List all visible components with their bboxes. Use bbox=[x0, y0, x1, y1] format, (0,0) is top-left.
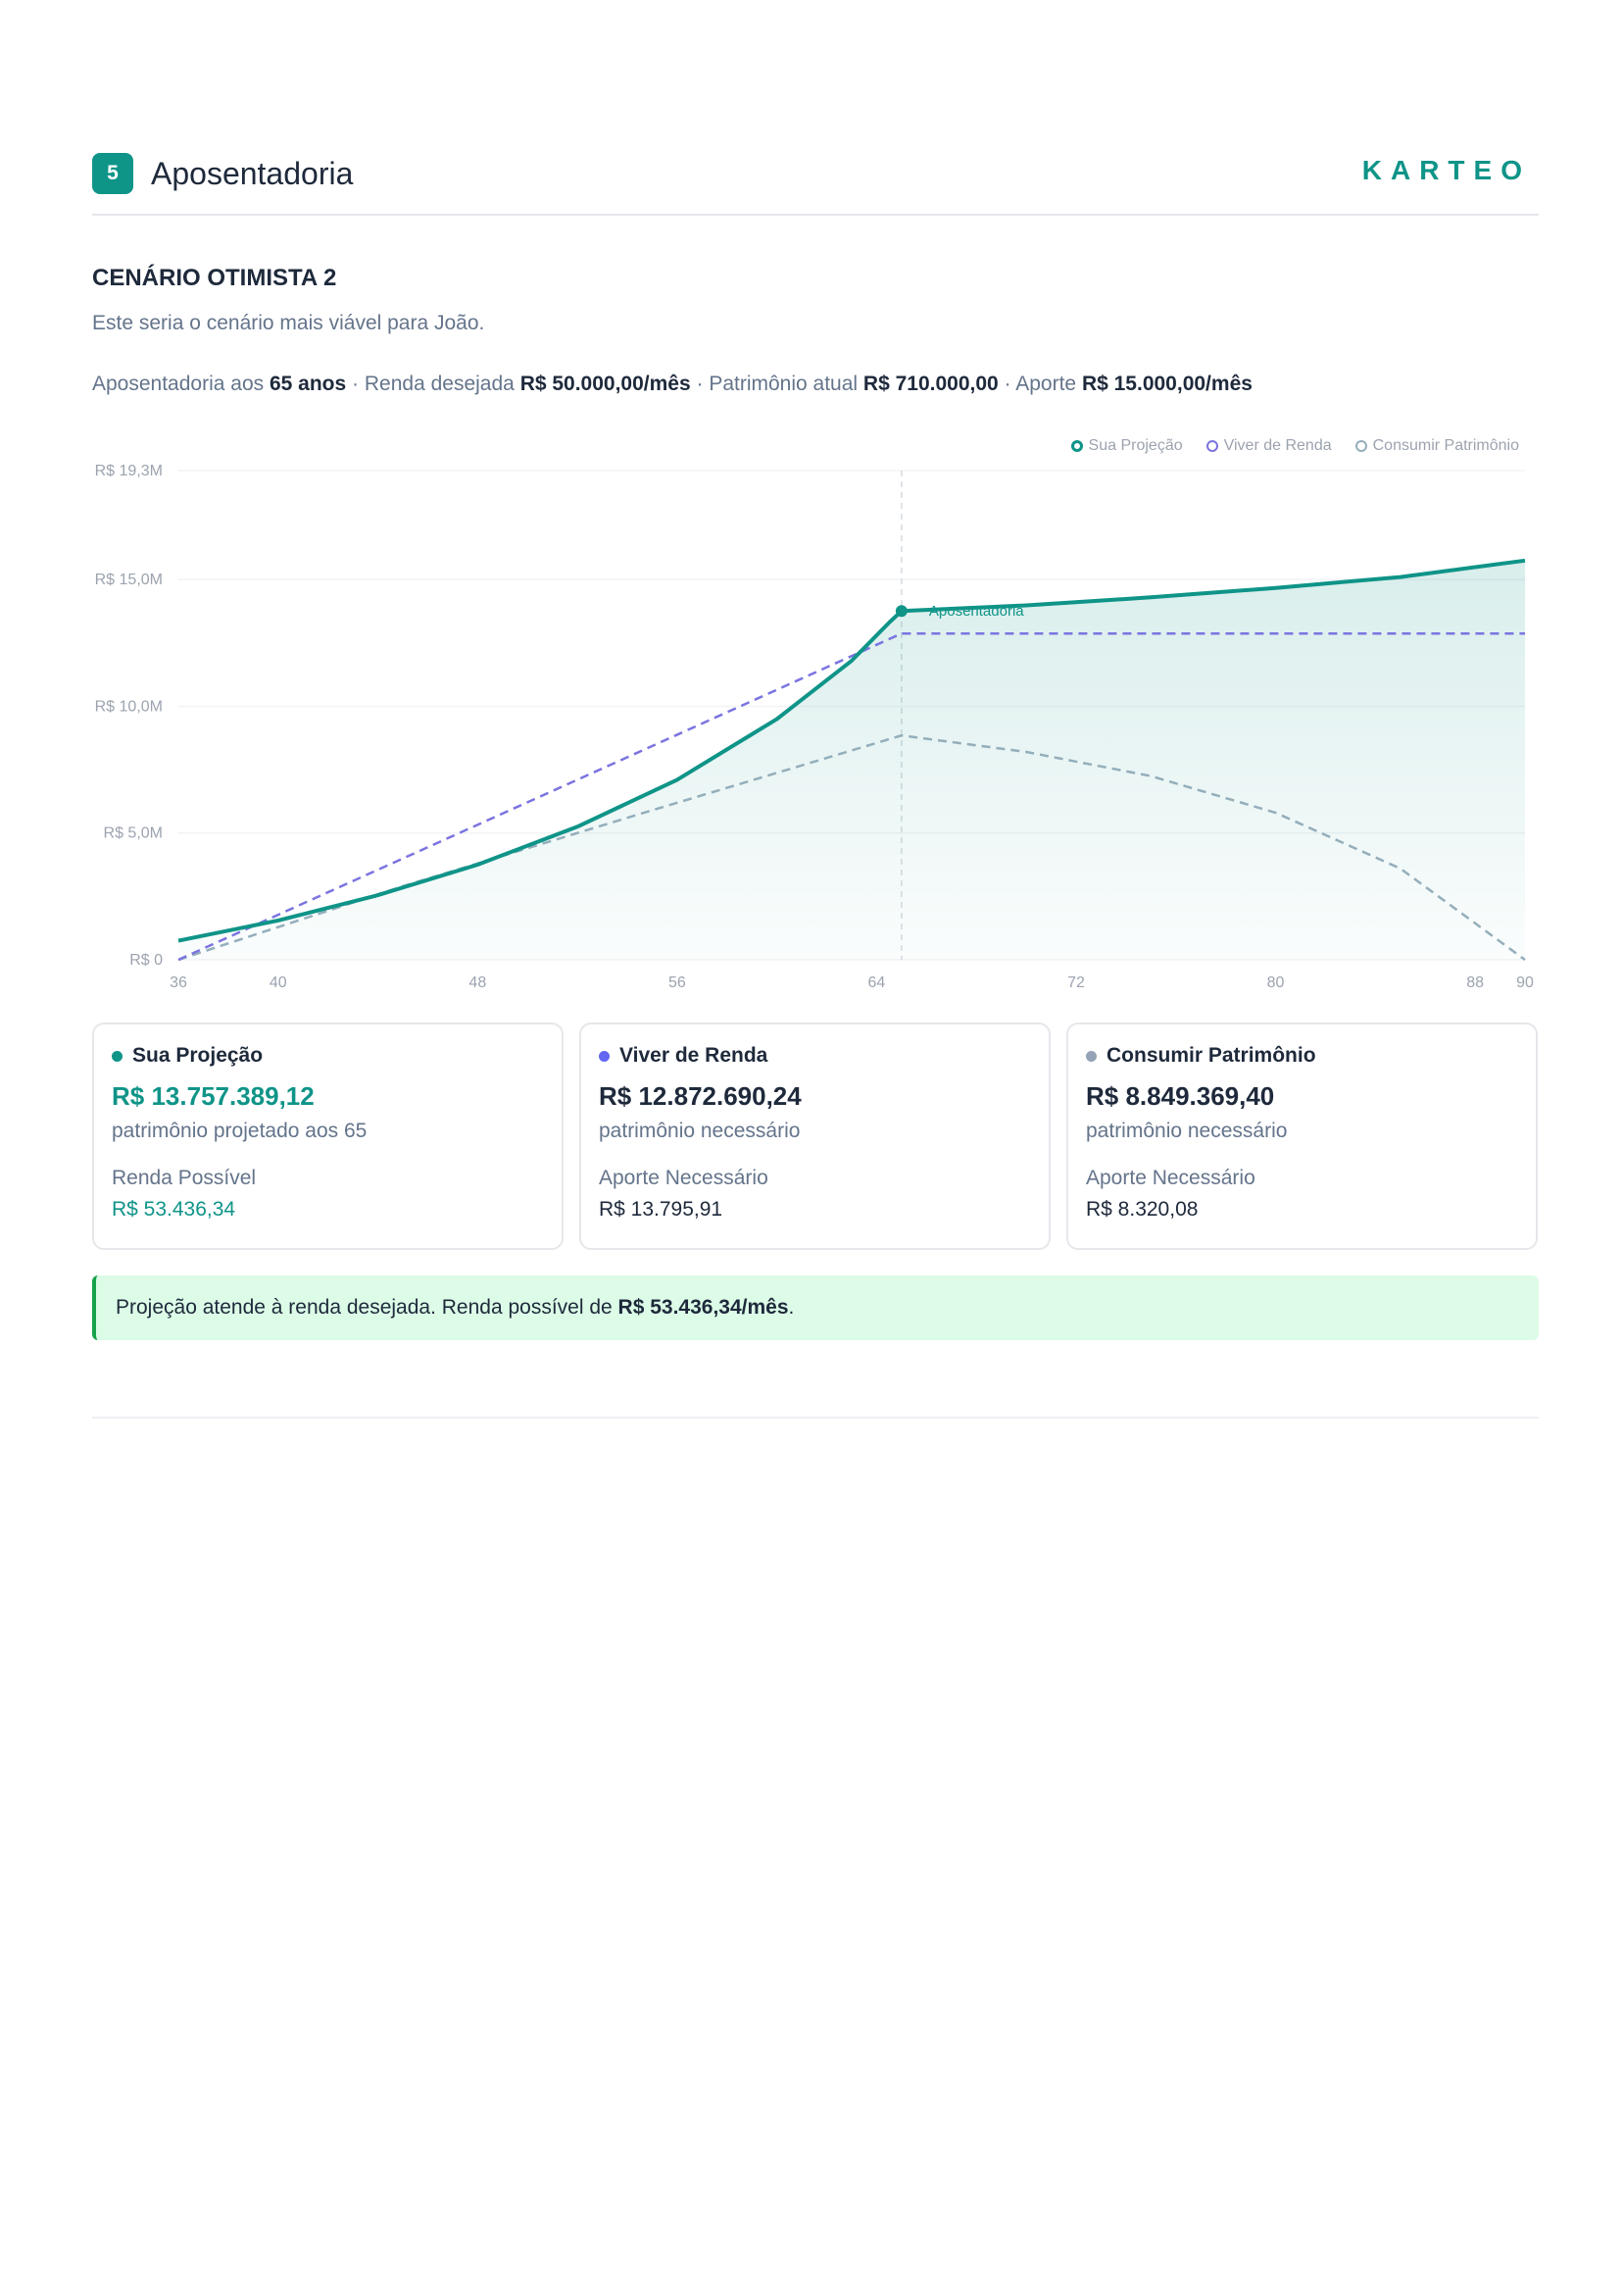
card-consumir-patrimonio: Consumir Patrimônio R$ 8.849.369,40 patr… bbox=[1066, 1023, 1538, 1250]
y-tick-label: R$ 5,0M bbox=[104, 825, 163, 842]
card-title: Sua Projeção bbox=[132, 1044, 264, 1067]
x-tick-label: 72 bbox=[1067, 974, 1085, 991]
income-value: R$ 50.000,00/mês bbox=[519, 373, 691, 395]
card-viver-de-renda: Viver de Renda R$ 12.872.690,24 patrimôn… bbox=[579, 1023, 1051, 1250]
projection-area bbox=[178, 560, 1525, 960]
series-line-consumir-patrimonio bbox=[177, 733, 1526, 962]
scenario-summary: Aposentadoria aos 65 anos · Renda deseja… bbox=[92, 373, 1253, 396]
card-title: Consumir Patrimônio bbox=[1107, 1044, 1316, 1067]
card-dot bbox=[1086, 1050, 1097, 1062]
card-title: Viver de Renda bbox=[619, 1044, 768, 1067]
section-header: 5 Aposentadoria KARTEO bbox=[92, 153, 1539, 216]
chart-legend: Sua Projeção Viver de Renda Consumir Patri… bbox=[1070, 437, 1519, 455]
card-amount: R$ 13.795,91 bbox=[599, 1198, 723, 1221]
alert-highlight: R$ 53.436,34/mês bbox=[617, 1296, 789, 1319]
assets-value: R$ 710.000,00 bbox=[862, 373, 999, 395]
card-value: R$ 8.849.369,40 bbox=[1086, 1081, 1275, 1111]
retirement-point bbox=[895, 605, 908, 618]
legend-item[interactable]: Viver de Renda bbox=[1205, 437, 1332, 455]
card-amount: R$ 8.320,08 bbox=[1086, 1198, 1199, 1221]
retire-label: Aposentadoria aos bbox=[92, 373, 265, 395]
x-tick-label: 88 bbox=[1466, 974, 1484, 991]
x-tick-label: 36 bbox=[170, 974, 187, 991]
alert-text: Projeção atende à renda desejada. Renda … bbox=[116, 1296, 613, 1319]
scenario-description: Este seria o cenário mais viável para Jo… bbox=[92, 312, 485, 334]
y-tick-label: R$ 0 bbox=[129, 952, 163, 969]
card-value: R$ 13.757.389,12 bbox=[112, 1081, 315, 1111]
legend-item[interactable]: Sua Projeção bbox=[1070, 437, 1183, 455]
card-dot bbox=[599, 1050, 610, 1062]
retirement-label: Aposentadoria bbox=[929, 603, 1024, 620]
x-tick-label: 56 bbox=[668, 974, 686, 991]
section-number-badge: 5 bbox=[92, 153, 133, 194]
card-label: Renda Possível bbox=[112, 1167, 257, 1189]
legend-label: Viver de Renda bbox=[1223, 437, 1332, 454]
income-label: · Renda desejada bbox=[352, 373, 515, 395]
x-tick-label: 80 bbox=[1267, 974, 1285, 991]
success-alert: Projeção atende à renda desejada. Renda … bbox=[92, 1275, 1539, 1340]
x-tick-label: 40 bbox=[270, 974, 287, 991]
x-tick-label: 48 bbox=[468, 974, 486, 991]
contrib-value: R$ 15.000,00/mês bbox=[1081, 373, 1253, 395]
card-label: Aporte Necessário bbox=[1086, 1167, 1255, 1189]
scenario-title: CENÁRIO OTIMISTA 2 bbox=[92, 265, 337, 291]
y-tick-label: R$ 15,0M bbox=[95, 572, 163, 588]
y-tick-label: R$ 10,0M bbox=[95, 698, 163, 715]
card-sua-projecao: Sua Projeção R$ 13.757.389,12 patrimônio… bbox=[92, 1023, 564, 1250]
card-value: R$ 12.872.690,24 bbox=[599, 1081, 802, 1111]
contrib-label: · Aporte bbox=[1004, 373, 1077, 395]
scenario-cards: Sua Projeção R$ 13.757.389,12 patrimônio… bbox=[92, 1023, 1539, 1250]
retire-value: 65 anos bbox=[269, 373, 347, 395]
legend-marker-icon bbox=[1205, 440, 1218, 452]
chart-svg: R$ 0 R$ 5,0M R$ 10,0M R$ 15,0M R$ 19,3M 36 40 4… bbox=[95, 463, 1534, 991]
series-line-viver-de-renda bbox=[177, 631, 1525, 962]
page-divider bbox=[92, 1417, 1539, 1419]
card-subtitle: patrimônio projetado aos 65 bbox=[112, 1120, 368, 1142]
alert-text-end: . bbox=[788, 1296, 795, 1319]
legend-label: Consumir Patrimônio bbox=[1372, 437, 1519, 454]
legend-label: Sua Projeção bbox=[1088, 437, 1183, 454]
card-label: Aporte Necessário bbox=[599, 1167, 768, 1189]
card-dot bbox=[112, 1050, 123, 1062]
card-amount: R$ 53.436,34 bbox=[112, 1198, 236, 1221]
legend-item[interactable]: Consumir Patrimônio bbox=[1354, 437, 1519, 455]
legend-marker-icon bbox=[1354, 440, 1367, 452]
series-line-sua-projecao bbox=[177, 558, 1526, 943]
projection-chart: R$ 0 R$ 5,0M R$ 10,0M R$ 15,0M R$ 19,3M 36 40 4… bbox=[92, 424, 1539, 1002]
legend-marker-icon bbox=[1070, 440, 1083, 452]
y-tick-label: R$ 19,3M bbox=[95, 463, 163, 479]
card-subtitle: patrimônio necessário bbox=[1086, 1120, 1288, 1142]
assets-label: · Patrimônio atual bbox=[696, 373, 859, 395]
brand-logo: KARTEO bbox=[1361, 155, 1531, 185]
x-tick-label: 64 bbox=[868, 974, 886, 991]
card-subtitle: patrimônio necessário bbox=[599, 1120, 801, 1142]
x-tick-label: 90 bbox=[1516, 974, 1534, 991]
section-title: Aposentadoria bbox=[151, 156, 354, 191]
